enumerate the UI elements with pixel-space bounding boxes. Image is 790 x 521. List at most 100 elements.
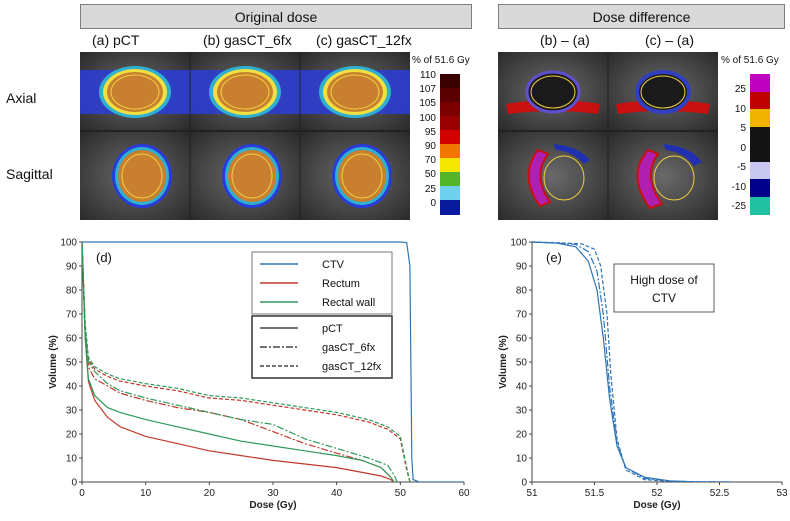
series-line (82, 241, 464, 482)
original-dose-header: Original dose (80, 4, 472, 29)
row-label-sagittal: Sagittal (6, 166, 53, 182)
series-group (82, 241, 464, 482)
ct-difference-grid (498, 52, 718, 220)
x-tick-label: 0 (79, 488, 85, 499)
dose-scale-swatch (440, 102, 460, 117)
legend-scans: pCT gasCT_6fx gasCT_12fx (251, 315, 393, 379)
y-tick-label: 70 (66, 310, 78, 321)
sagittal-b-minus-a-image (498, 132, 608, 220)
x-axis-label: Dose (Gy) (249, 500, 296, 511)
panel-label: (d) (96, 250, 112, 265)
dose-scale-tick-label: 95 (424, 126, 436, 138)
col-label-pct: (a) pCT (92, 32, 140, 48)
x-tick-label: 60 (458, 488, 470, 499)
y-axis-label: Volume (%) (48, 335, 59, 389)
y-tick-label: 10 (66, 454, 78, 465)
diff-scale-swatch (750, 109, 770, 127)
series-line (532, 241, 733, 482)
series-line (82, 241, 411, 482)
diff-scale-tick-label: -25 (731, 201, 746, 212)
dose-scale-tick-label: 50 (424, 169, 436, 181)
y-tick-label: 10 (516, 454, 528, 465)
series-line (82, 241, 411, 482)
diff-scale-swatch (750, 74, 770, 92)
y-tick-label: 80 (66, 286, 78, 297)
y-tick-label: 40 (516, 382, 528, 393)
dvh-chart-e: 0 10 20 30 40 50 60 70 80 90 100 51 51.5 52 52.5 53 Dose… (498, 238, 788, 512)
dose-scale-swatch (440, 200, 460, 215)
dose-scale-swatch (440, 116, 460, 131)
x-tick-label: 30 (267, 488, 279, 499)
sagittal-gasct-12fx-image (300, 132, 410, 220)
legend-label: gasCT_12fx (322, 361, 382, 373)
dose-scale-tick-label: 70 (424, 155, 436, 167)
diff-scale-tick-label: 5 (740, 123, 746, 134)
diff-color-scale (750, 74, 770, 215)
dose-scale-tick-label: 107 (419, 84, 436, 96)
x-tick-label: 10 (140, 488, 152, 499)
y-axis-label: Volume (%) (498, 335, 509, 389)
legend-label: Rectum (322, 278, 360, 290)
dose-scale-tick-label: 25 (424, 183, 436, 195)
y-tick-label: 20 (66, 430, 78, 441)
dose-scale-tick-label: 90 (424, 141, 436, 152)
y-tick-label: 70 (516, 310, 528, 321)
axial-gasct-6fx-image (190, 52, 300, 130)
axial-pct-image (80, 52, 190, 130)
row-label-axial: Axial (6, 90, 37, 106)
axial-gasct-12fx-image (300, 52, 410, 130)
y-tick-label: 80 (516, 286, 528, 297)
x-tick-label: 53 (776, 488, 788, 499)
ct-image-grid (80, 52, 410, 220)
y-tick-label: 40 (66, 382, 78, 393)
col-label-c-minus-a: (c) – (a) (645, 32, 694, 48)
panel-label: (e) (546, 250, 562, 265)
dose-scale-swatch (440, 158, 460, 173)
x-tick-label: 50 (395, 488, 407, 499)
diff-scale-swatch (750, 161, 770, 180)
dose-scale-swatch (440, 172, 460, 187)
diff-scale-swatch (750, 126, 770, 145)
col-label-gasct-12fx: (c) gasCT_12fx (316, 32, 412, 48)
series-line (82, 241, 395, 482)
y-tick-label: 50 (516, 358, 528, 369)
x-tick-label: 40 (331, 488, 343, 499)
y-tick-label: 90 (516, 262, 528, 273)
legend-label: CTV (322, 259, 345, 271)
legend-label: gasCT_6fx (322, 342, 376, 354)
dose-scale-unit: % of 51.6 Gy (412, 55, 470, 66)
x-tick-label: 51.5 (585, 488, 605, 499)
dose-difference-header: Dose difference (498, 4, 785, 29)
axial-b-minus-a-image (498, 52, 608, 130)
annotation-text: CTV (652, 291, 676, 305)
col-label-gasct-6fx: (b) gasCT_6fx (203, 32, 292, 48)
diff-scale-tick-label: 0 (740, 142, 746, 154)
sagittal-gasct-6fx-image (190, 132, 300, 220)
y-tick-label: 20 (516, 430, 528, 441)
diff-scale-swatch (750, 144, 770, 162)
series-line (82, 241, 398, 482)
col-label-b-minus-a: (b) – (a) (540, 32, 590, 48)
dose-scale-ticks: 110 107 105 100 95 90 70 50 25 0 (404, 70, 438, 220)
axial-c-minus-a-image (608, 52, 718, 130)
diff-scale-ticks: 25 10 5 0 -5 -10 -25 (714, 76, 748, 216)
y-tick-label: 0 (71, 478, 77, 489)
y-tick-label: 60 (516, 334, 528, 345)
dose-scale-tick-label: 100 (419, 112, 436, 124)
y-tick-label: 100 (510, 238, 527, 249)
dose-color-scale (440, 74, 460, 215)
legend-label: pCT (322, 323, 343, 335)
dose-scale-tick-label: 110 (420, 70, 436, 81)
y-tick-label: 60 (66, 334, 78, 345)
dose-scale-tick-label: 105 (419, 98, 436, 110)
y-tick-label: 90 (66, 262, 78, 273)
x-tick-label: 20 (204, 488, 216, 499)
dose-scale-swatch (440, 130, 460, 145)
x-axis-label: Dose (Gy) (633, 500, 680, 511)
y-tick-label: 50 (66, 358, 78, 369)
y-tick-label: 0 (521, 478, 527, 489)
diff-scale-tick-label: -5 (737, 162, 746, 173)
sagittal-pct-image (80, 132, 190, 220)
series-group (532, 241, 733, 482)
diff-scale-tick-label: -10 (731, 181, 746, 193)
